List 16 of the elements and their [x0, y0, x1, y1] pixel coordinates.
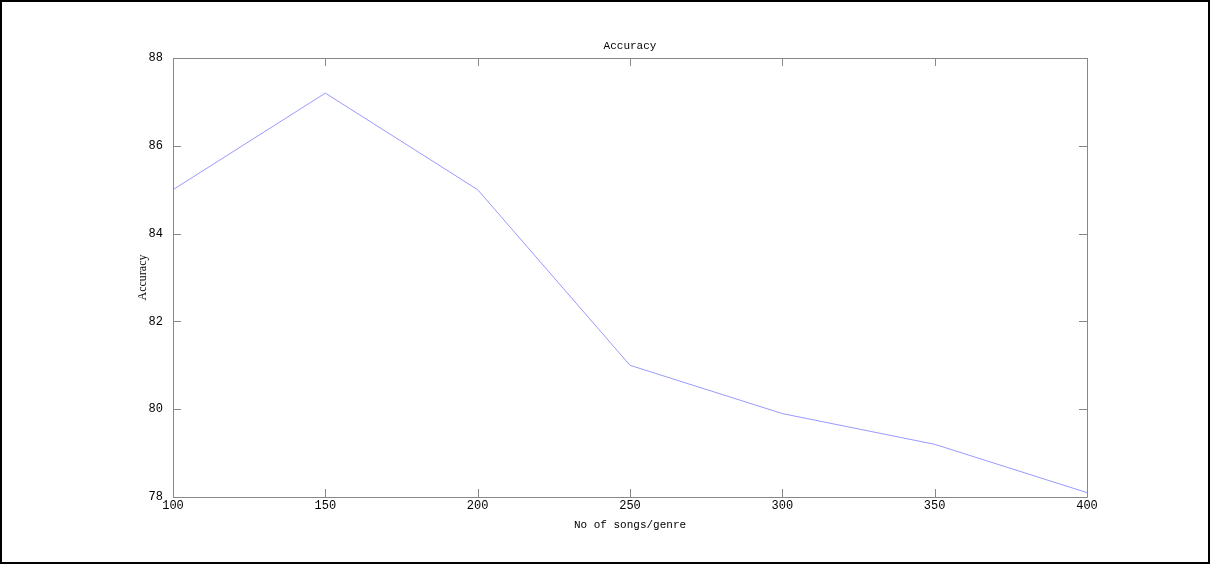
y-tick-label: 78	[148, 490, 163, 505]
x-tick-label: 300	[771, 499, 794, 514]
x-tick-label: 400	[1076, 499, 1098, 514]
y-tick-label: 86	[148, 138, 163, 153]
y-tick-label: 80	[148, 402, 163, 417]
y-tick-label: 84	[148, 226, 163, 241]
y-axis-title: Accuracy	[135, 254, 150, 301]
x-tick-label: 100	[162, 499, 184, 514]
x-tick-label: 250	[619, 499, 641, 514]
x-tick-label: 200	[466, 499, 489, 514]
y-tick-label: 88	[148, 51, 163, 66]
chart-title: Accuracy	[603, 40, 657, 53]
y-tick-label: 82	[148, 314, 163, 329]
x-tick-label: 150	[314, 499, 337, 514]
x-axis-title: No of songs/genre	[573, 519, 687, 532]
x-tick-label: 350	[923, 499, 946, 514]
